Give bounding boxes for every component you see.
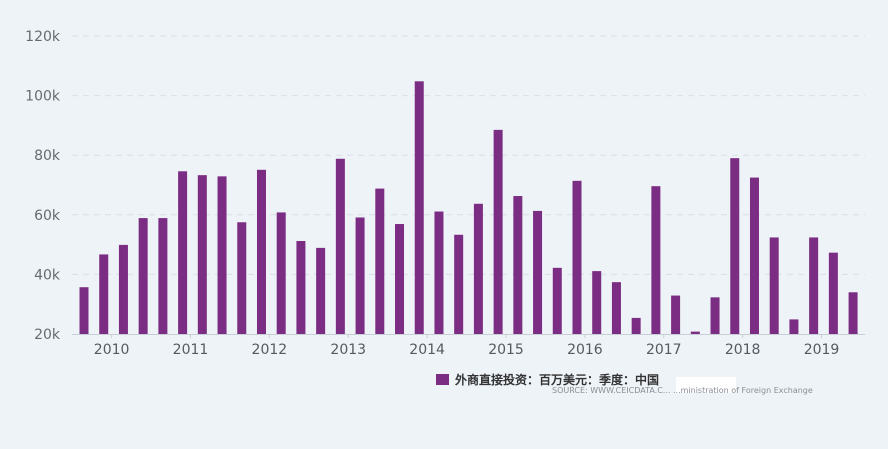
bar-2016Q3[interactable] xyxy=(592,271,602,334)
bar-2019Q3[interactable] xyxy=(828,252,838,334)
bar-2010Q4[interactable] xyxy=(138,218,148,334)
bar-2015Q3[interactable] xyxy=(513,196,523,334)
bar-2011Q3[interactable] xyxy=(197,175,207,334)
y-tick-label: 100k xyxy=(25,89,61,105)
bar-2012Q3[interactable] xyxy=(276,212,286,334)
bar-2019Q2[interactable] xyxy=(809,237,819,334)
y-axis-ticks: 20k 40k 60k 80k 100k 120k xyxy=(25,29,61,343)
bar-2010Q1[interactable] xyxy=(79,287,89,334)
bar-2017Q4[interactable] xyxy=(690,331,700,334)
y-tick-label: 20k xyxy=(34,327,61,343)
bar-2016Q1[interactable] xyxy=(552,267,562,334)
bar-2014Q4[interactable] xyxy=(454,234,464,334)
bar-2013Q2[interactable] xyxy=(335,158,345,334)
bar-2013Q4[interactable] xyxy=(375,188,385,334)
bar-2014Q1[interactable] xyxy=(395,224,405,334)
y-tick-label: 40k xyxy=(34,267,61,283)
y-tick-label: 120k xyxy=(25,29,61,45)
bar-2018Q2[interactable] xyxy=(730,158,740,334)
bar-2012Q4[interactable] xyxy=(296,241,306,334)
legend-swatch xyxy=(436,374,449,385)
x-tick-label: 2017 xyxy=(646,342,682,358)
bar-2011Q1[interactable] xyxy=(158,218,168,334)
x-tick-label: 2011 xyxy=(173,342,209,358)
bar-2016Q4[interactable] xyxy=(611,282,621,334)
bar-2018Q3[interactable] xyxy=(749,177,759,334)
bar-2016Q2[interactable] xyxy=(572,180,582,334)
x-tick-label: 2013 xyxy=(330,342,366,358)
bar-2010Q2[interactable] xyxy=(99,254,109,334)
bar-2017Q1[interactable] xyxy=(631,317,641,334)
bar-2014Q3[interactable] xyxy=(434,211,444,334)
bar-2013Q1[interactable] xyxy=(316,247,326,334)
bar-2011Q2[interactable] xyxy=(178,171,188,334)
x-tick-label: 2016 xyxy=(567,342,603,358)
x-tick-label: 2015 xyxy=(488,342,524,358)
bar-2015Q1[interactable] xyxy=(473,203,483,334)
bar-2019Q1[interactable] xyxy=(789,319,799,334)
bar-2015Q4[interactable] xyxy=(533,210,543,334)
bar-2011Q4[interactable] xyxy=(217,176,227,334)
x-tick-label: 2018 xyxy=(725,342,761,358)
bar-2018Q4[interactable] xyxy=(769,237,779,334)
x-axis-ticks: 2010 2011 2012 2013 2014 2015 2016 2017 2018 2019 xyxy=(94,334,840,358)
bar-2017Q2[interactable] xyxy=(651,186,661,334)
bar-2014Q2[interactable] xyxy=(414,81,424,334)
bar-2010Q3[interactable] xyxy=(118,244,128,334)
source-note: SOURCE: WWW.CEICDATA.C... ...ministratio… xyxy=(552,386,813,395)
bar-2015Q2[interactable] xyxy=(493,129,503,334)
bars xyxy=(79,81,858,334)
x-tick-label: 2010 xyxy=(94,342,130,358)
x-tick-label: 2012 xyxy=(252,342,288,358)
gridlines xyxy=(72,35,865,275)
bar-2012Q2[interactable] xyxy=(256,169,266,334)
bar-2013Q3[interactable] xyxy=(355,217,365,334)
legend-label: 外商直接投资：百万美元：季度：中国 xyxy=(455,372,659,387)
x-tick-label: 2014 xyxy=(409,342,445,358)
bar-2012Q1[interactable] xyxy=(237,222,247,334)
x-tick-label: 2019 xyxy=(804,342,840,358)
y-tick-label: 80k xyxy=(34,148,61,164)
y-tick-label: 60k xyxy=(34,208,61,224)
bar-2019Q4[interactable] xyxy=(848,292,858,334)
bar-2018Q1[interactable] xyxy=(710,297,720,334)
bar-2017Q3[interactable] xyxy=(671,295,681,334)
legend[interactable]: 外商直接投资：百万美元：季度：中国 xyxy=(436,372,659,387)
watermark-mask xyxy=(676,377,736,393)
